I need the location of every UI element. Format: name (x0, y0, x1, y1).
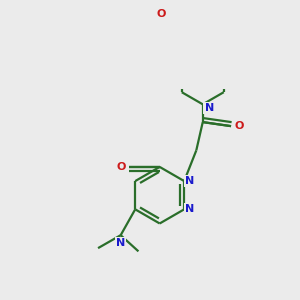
Text: N: N (185, 204, 194, 214)
Text: O: O (116, 162, 126, 172)
Text: O: O (156, 9, 166, 19)
Text: O: O (234, 121, 244, 131)
Text: N: N (205, 103, 214, 113)
Text: N: N (185, 176, 194, 186)
Text: N: N (116, 238, 125, 248)
